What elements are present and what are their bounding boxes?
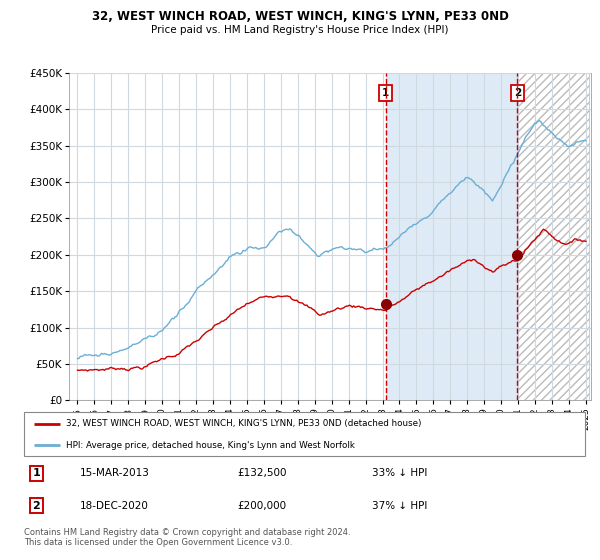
Text: Contains HM Land Registry data © Crown copyright and database right 2024.
This d: Contains HM Land Registry data © Crown c…	[24, 528, 350, 547]
Text: 1: 1	[32, 468, 40, 478]
Text: 33% ↓ HPI: 33% ↓ HPI	[372, 468, 427, 478]
Text: £132,500: £132,500	[237, 468, 287, 478]
Text: 1: 1	[382, 88, 389, 98]
Text: 32, WEST WINCH ROAD, WEST WINCH, KING'S LYNN, PE33 0ND (detached house): 32, WEST WINCH ROAD, WEST WINCH, KING'S …	[66, 419, 422, 428]
Text: 2: 2	[514, 88, 521, 98]
Text: 18-DEC-2020: 18-DEC-2020	[80, 501, 149, 511]
Text: 15-MAR-2013: 15-MAR-2013	[80, 468, 150, 478]
Text: 37% ↓ HPI: 37% ↓ HPI	[372, 501, 427, 511]
Text: £200,000: £200,000	[237, 501, 286, 511]
Text: 2: 2	[32, 501, 40, 511]
Bar	[386, 73, 517, 400]
Text: Price paid vs. HM Land Registry's House Price Index (HPI): Price paid vs. HM Land Registry's House …	[151, 25, 449, 35]
Text: HPI: Average price, detached house, King's Lynn and West Norfolk: HPI: Average price, detached house, King…	[66, 441, 355, 450]
Text: 32, WEST WINCH ROAD, WEST WINCH, KING'S LYNN, PE33 0ND: 32, WEST WINCH ROAD, WEST WINCH, KING'S …	[92, 10, 508, 23]
FancyBboxPatch shape	[24, 412, 585, 456]
Bar	[517, 73, 589, 400]
